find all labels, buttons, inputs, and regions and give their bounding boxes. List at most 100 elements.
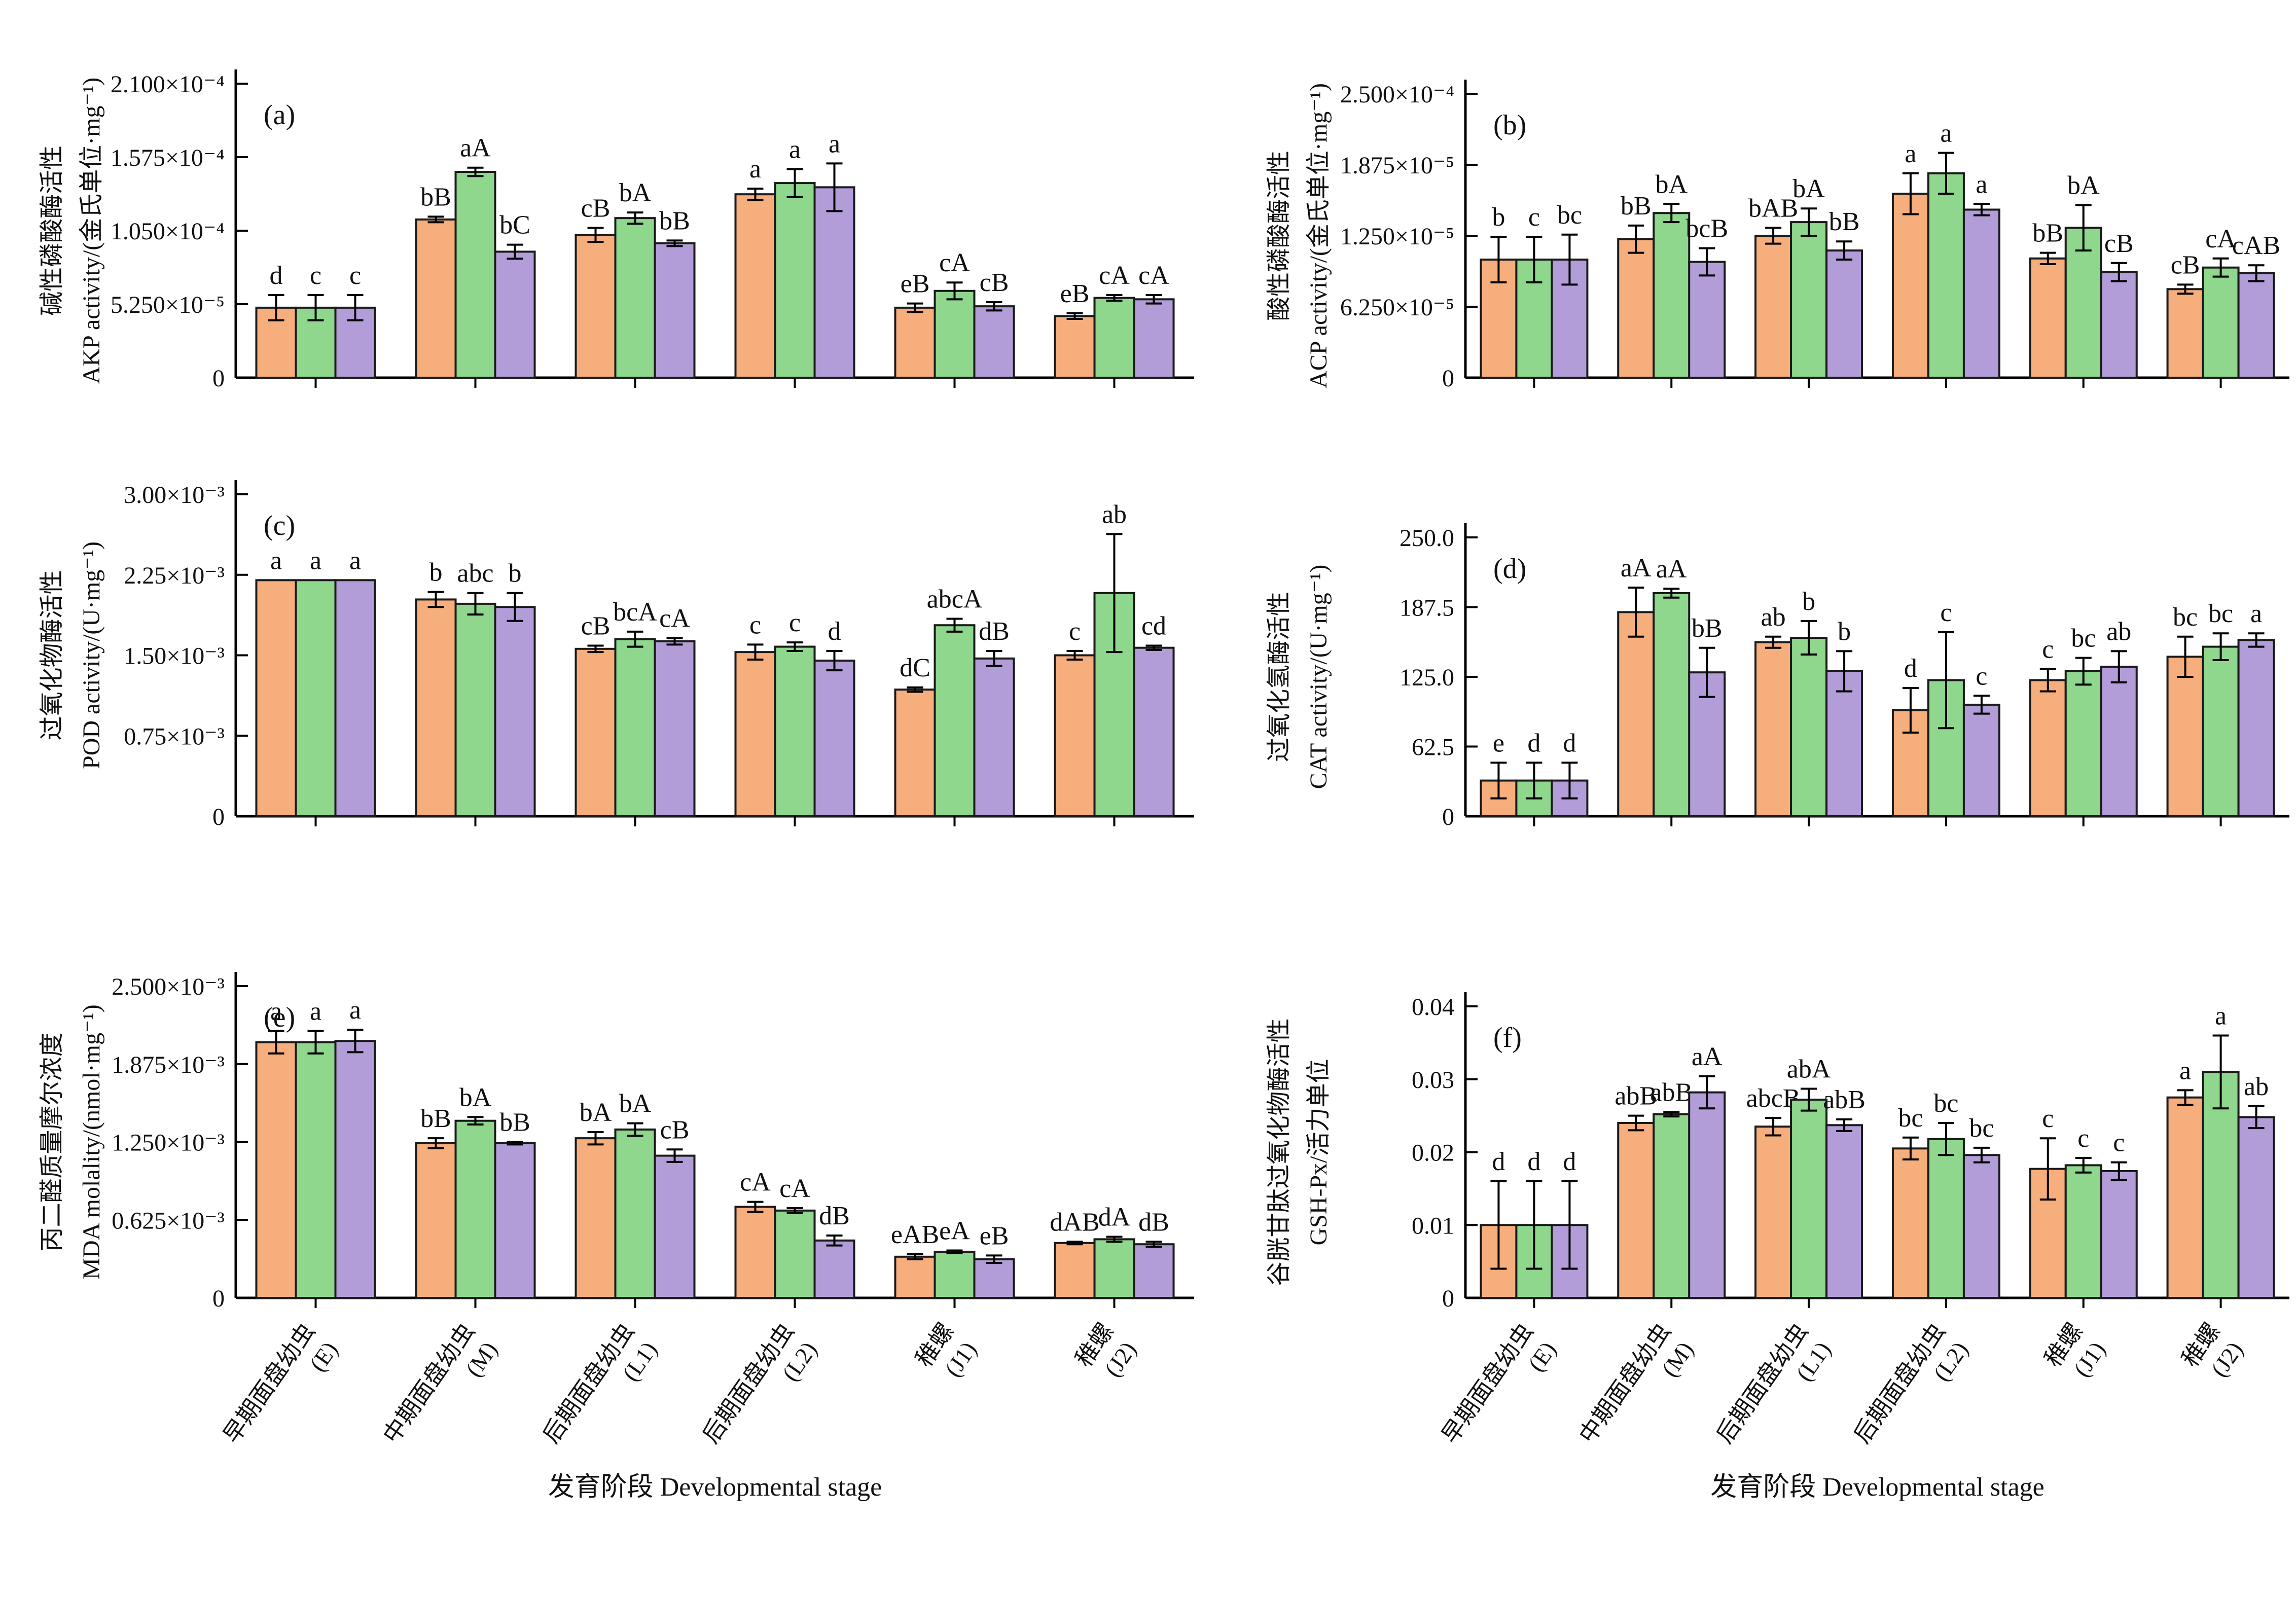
significance-label: a <box>270 546 282 575</box>
x-axis-title: 发育阶段 Developmental stage <box>1710 1473 2044 1502</box>
significance-label: bcB <box>1685 214 1728 243</box>
bar-series2-g6 <box>2202 266 2240 379</box>
bar-series1-g4 <box>734 1206 776 1299</box>
bar-series1-g3 <box>575 647 617 817</box>
significance-label: bB <box>1692 614 1723 643</box>
panel-letter: (c) <box>264 510 295 541</box>
significance-label: dAB <box>1050 1208 1099 1237</box>
significance-label: ab <box>2244 1072 2269 1101</box>
significance-label: bB <box>420 183 451 211</box>
y-axis-title-en: MDA molality/(nmol·mg⁻¹) <box>78 1004 105 1279</box>
significance-label: cAB <box>2232 231 2280 260</box>
x-category-label: 后期面盘幼虫(L1) <box>538 1318 662 1447</box>
significance-label: a <box>270 997 282 1026</box>
bar-series3-g4 <box>1962 208 2000 379</box>
significance-label: eA <box>939 1217 970 1246</box>
x-category-name: 中期面盘幼虫 <box>378 1318 480 1447</box>
bar-series2-g5 <box>934 624 976 817</box>
significance-label: bB <box>1621 192 1652 221</box>
significance-label: c <box>749 610 761 639</box>
significance-label: eB <box>901 270 930 299</box>
panel-f: 谷胱甘肽过氧化物酶活性 GSH-Px/活力单位 0 0.01 0.02 0.03 0.04 d… <box>1227 918 2296 1597</box>
bar-series1-g2 <box>415 218 457 379</box>
bar-series3-g4 <box>1962 1154 2000 1299</box>
bar-series1-g3 <box>1754 641 1792 817</box>
panel-c: 过氧化物酶活性 POD activity/(U·mg⁻¹) 0 0.75×10⁻³ 1.… <box>0 459 1227 918</box>
x-category-label: 稚螺(J2) <box>2177 1318 2248 1381</box>
y-tick-label: 3.00×10⁻³ <box>124 482 225 509</box>
significance-label: bAB <box>1748 194 1798 223</box>
panel-letter: (e) <box>264 1002 295 1033</box>
significance-label: bc <box>1557 201 1582 230</box>
bar-series2-g6 <box>1093 297 1135 379</box>
y-axis-title-en: ACP activity/(金氏单位·mg⁻¹) <box>1305 83 1332 388</box>
bar-series1-g5 <box>894 306 936 379</box>
bar-series3-g3 <box>654 640 696 817</box>
y-tick-label: 2.500×10⁻⁴ <box>1340 81 1454 108</box>
significance-label: c <box>1940 598 1952 627</box>
y-tick-label: 1.050×10⁻⁴ <box>111 218 225 245</box>
bar-series2-g4 <box>1927 1138 1965 1299</box>
significance-label: d <box>1563 729 1576 757</box>
significance-label: dA <box>1098 1203 1131 1231</box>
significance-label: b <box>509 559 522 588</box>
y-tick-label: 0.75×10⁻³ <box>124 723 225 750</box>
significance-label: abc <box>457 559 493 588</box>
x-category-name: 后期面盘幼虫 <box>1849 1318 1950 1447</box>
x-category-label: 稚螺(J1) <box>2039 1318 2110 1381</box>
significance-label: a <box>1905 139 1916 168</box>
significance-label: a <box>349 996 361 1025</box>
bar-series3-g4 <box>813 660 855 817</box>
y-tick-label: 125.0 <box>1400 664 1454 691</box>
x-category-label: 稚螺(J2) <box>1070 1318 1141 1381</box>
significance-label: a <box>749 155 761 184</box>
bar-series3-g6 <box>2237 272 2275 379</box>
bar-series2-g1 <box>295 1041 337 1299</box>
y-axis-title-en: POD activity/(U·mg⁻¹) <box>78 541 105 769</box>
significance-label: cA <box>779 1174 810 1203</box>
y-tick-label: 0 <box>1442 804 1454 830</box>
significance-label: c <box>2042 635 2054 664</box>
significance-label: cA <box>1138 261 1169 290</box>
panel-b: 酸性磷酸酶活性 ACP activity/(金氏单位·mg⁻¹) 0 6.250×10… <box>1227 0 2296 459</box>
chart-e: 丙二醛质量摩尔浓度 MDA molality/(nmol·mg⁻¹) 0 0.625×… <box>39 972 1194 1502</box>
y-tick-label: 1.250×10⁻³ <box>112 1130 225 1156</box>
bar-series2-g1 <box>295 579 337 817</box>
bar-series1-g4 <box>1891 1147 1929 1299</box>
bar-series2-g6 <box>2202 645 2240 817</box>
x-category-name: 后期面盘幼虫 <box>698 1318 799 1447</box>
significance-label: aA <box>460 134 491 163</box>
bar-series1-g2 <box>1617 611 1655 817</box>
significance-label: cA <box>659 604 690 633</box>
significance-label: c <box>349 261 361 290</box>
y-axis-title-cn: 过氧化氢酶活性 <box>1266 592 1293 762</box>
significance-label: a <box>1940 119 1952 148</box>
bar-series3-g5 <box>973 305 1015 379</box>
bar-series1-g2 <box>415 1142 457 1299</box>
x-category-label: 中期面盘幼虫(M) <box>1574 1318 1698 1447</box>
significance-label: aA <box>1621 554 1652 583</box>
y-tick-label: 0 <box>1442 365 1454 392</box>
bar-series3-g6 <box>1133 1243 1175 1299</box>
chart-d: 过氧化氢酶活性 CAT activity/(U·mg⁻¹) 0 62.5 125.0 18… <box>1266 523 2289 830</box>
bar-series3-g2 <box>494 1142 536 1299</box>
significance-label: c <box>2077 1124 2089 1153</box>
y-axis-title-en: GSH-Px/活力单位 <box>1305 1059 1332 1245</box>
y-tick-label: 0.04 <box>1412 994 1454 1021</box>
x-category-label: 后期面盘幼虫(L2) <box>698 1318 822 1447</box>
significance-label: bc <box>2208 599 2233 628</box>
y-axis-title-cn: 酸性磷酸酶活性 <box>1266 151 1293 321</box>
bar-series2-g4 <box>774 1209 816 1299</box>
x-category-label: 稚螺(J1) <box>911 1318 982 1381</box>
significance-label: b <box>429 558 443 587</box>
bar-series2-g3 <box>614 1128 656 1299</box>
significance-label: bA <box>619 178 652 207</box>
significance-label: bA <box>2067 171 2100 200</box>
x-category-label: 早期面盘幼虫(E) <box>1437 1318 1561 1447</box>
significance-label: eAB <box>891 1220 939 1249</box>
significance-label: bcA <box>613 598 657 627</box>
x-axis-title: 发育阶段 Developmental stage <box>548 1473 882 1502</box>
significance-label: a <box>2179 1056 2191 1085</box>
y-tick-label: 6.250×10⁻⁵ <box>1340 294 1454 321</box>
chart-b: 酸性磷酸酶活性 ACP activity/(金氏单位·mg⁻¹) 0 6.250×10… <box>1266 80 2289 392</box>
